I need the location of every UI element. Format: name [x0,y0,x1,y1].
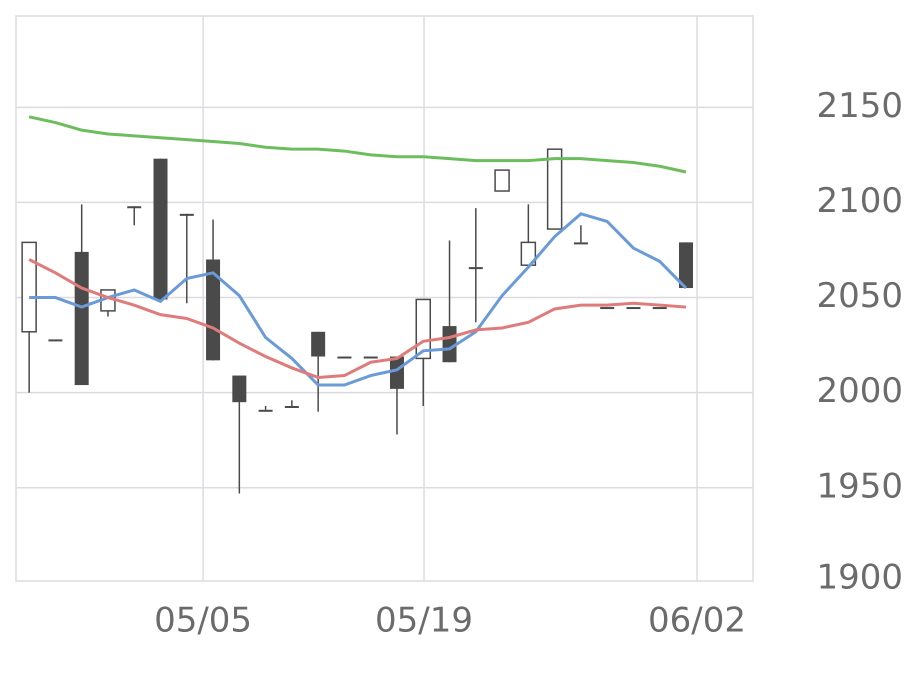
x-tick-label: 05/05 [154,601,252,641]
candle-body [546,148,563,230]
moving-average [29,212,688,387]
y-tick-label: 1900 [816,558,903,598]
candle-body [284,405,299,408]
candle-body [363,356,378,359]
moving-average [28,258,687,379]
x-tick-label: 06/02 [648,601,746,641]
x-tick-label: 05/19 [375,601,473,641]
y-tick-label: 2050 [816,276,903,316]
candle-body [258,409,273,412]
candle-body [311,331,326,357]
candle-body [679,242,693,289]
candle-body [389,356,404,389]
y-tick-label: 2100 [816,181,903,221]
candle-body [48,339,63,342]
candle-body [74,251,89,386]
candle-body [232,375,247,403]
candle-body [206,259,221,361]
y-tick-label: 2000 [816,371,903,411]
candle-body [468,267,483,270]
candle-body [652,307,667,310]
candle-body [626,307,641,310]
candle-body [179,213,194,216]
candle-body [600,307,615,310]
candle-body [127,206,142,209]
candle-body [494,169,510,192]
y-tick-label: 2150 [816,86,903,126]
candle-body [337,356,352,359]
candle-body [573,242,588,245]
y-tick-label: 1950 [816,466,903,506]
candle-body [153,158,168,300]
plot-area [15,15,754,582]
candle-body [21,241,37,333]
moving-average [28,115,687,174]
